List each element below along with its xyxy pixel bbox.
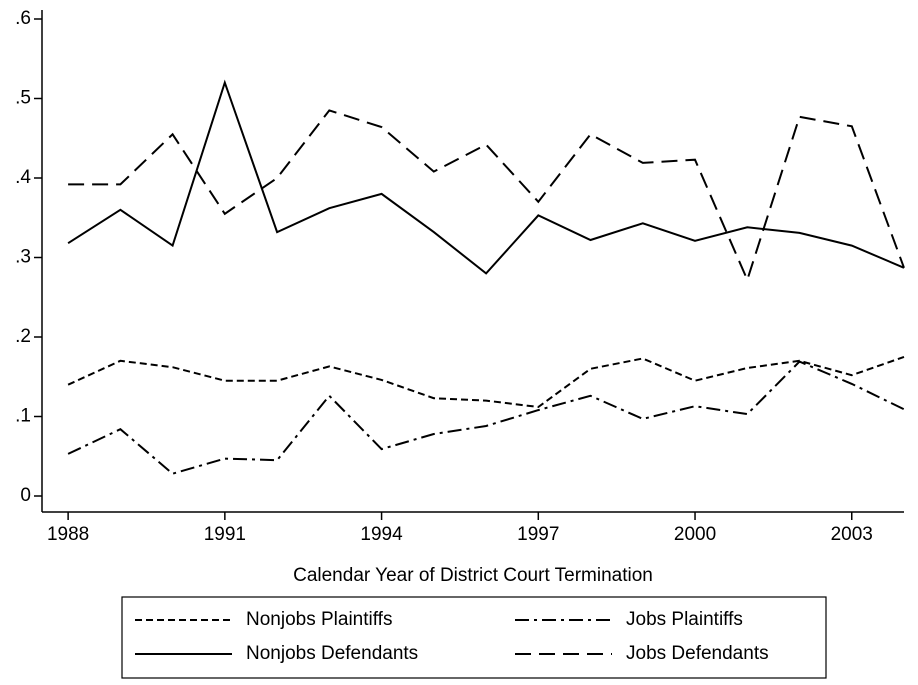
y-tick-label: 0: [20, 485, 31, 506]
y-tick-label: .2: [15, 326, 31, 347]
legend-label: Jobs Plaintiffs: [626, 609, 743, 630]
x-tick-label: 1988: [47, 524, 89, 545]
legend-label: Nonjobs Defendants: [246, 643, 418, 664]
x-axis-title: Calendar Year of District Court Terminat…: [293, 565, 653, 586]
x-tick-label: 2000: [674, 524, 716, 545]
y-tick-label: .4: [15, 167, 31, 188]
x-tick-label: 1994: [360, 524, 403, 545]
legend-label: Nonjobs Plaintiffs: [246, 609, 392, 630]
y-tick-label: .3: [15, 247, 31, 268]
x-tick-label: 2003: [831, 524, 873, 545]
series-line: [67, 79, 905, 275]
y-tick-label: .5: [15, 88, 31, 109]
x-tick-label: 1997: [517, 524, 559, 545]
series-line: [67, 355, 905, 409]
legend-label: Jobs Defendants: [626, 643, 769, 664]
x-tick-label: 1991: [204, 524, 246, 545]
legend-box: [121, 596, 827, 679]
y-tick-label: .1: [15, 406, 31, 427]
series-line: [67, 360, 905, 475]
series-line: [68, 109, 905, 283]
y-tick-label: .6: [15, 8, 31, 29]
